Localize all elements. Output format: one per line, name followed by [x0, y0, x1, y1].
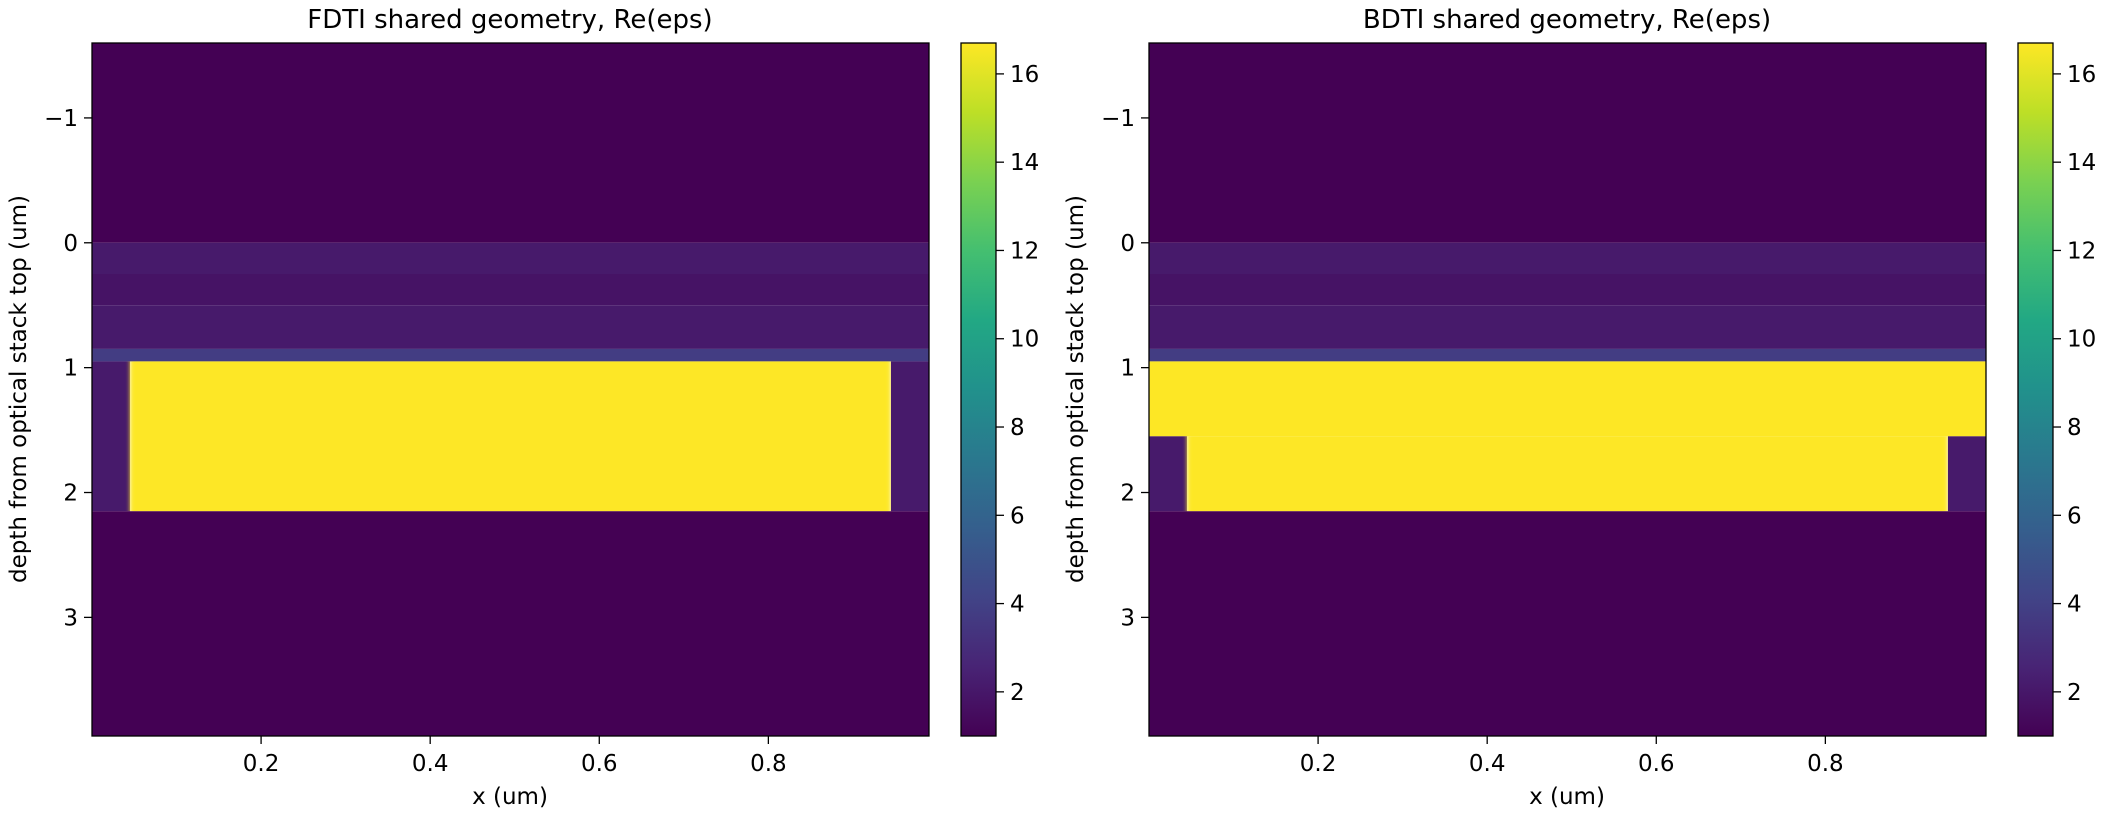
y-axis-label: depth from optical stack top (um): [6, 195, 32, 583]
x-tick-label: 0.2: [243, 751, 280, 777]
colorbar-tick-label: 2: [1010, 680, 1025, 706]
y-axis: −1 0 1 2 3: [44, 106, 92, 631]
region-stack-layer-1: [92, 242, 929, 274]
chart-title: FDTI shared geometry, Re(eps): [307, 5, 712, 35]
y-tick-label: 2: [1120, 481, 1135, 507]
colorbar-tick-label: 12: [2067, 238, 2096, 264]
region-stack-layer-2: [1149, 274, 1986, 306]
region-silicon-lower: [1187, 436, 1948, 512]
chart-fdti: FDTI shared geometry, Re(eps) 0.2 0.4 0.6 0…: [6, 5, 1039, 810]
colorbar-tick-label: 8: [1010, 415, 1025, 441]
colorbar: 2 4 6 8 10 12 14 16: [2017, 42, 2096, 737]
colorbar-tick-label: 4: [2067, 592, 2082, 618]
x-tick-label: 0.6: [581, 751, 618, 777]
colorbar: 2 4 6 8 10 12 14 16: [960, 42, 1039, 737]
region-stack-layer-4: [92, 348, 929, 362]
x-axis: 0.2 0.4 0.6 0.8: [243, 736, 787, 777]
colorbar-tick-label: 2: [2067, 680, 2082, 706]
region-trench-left: [1149, 436, 1188, 512]
x-tick-label: 0.4: [412, 751, 449, 777]
chart-bdti: BDTI shared geometry, Re(eps) 0.2 0.4 0.6 0…: [1063, 5, 2096, 810]
region-stack-layer-4: [1149, 348, 1986, 362]
chart-title: BDTI shared geometry, Re(eps): [1363, 5, 1771, 35]
colorbar-tick-label: 4: [1010, 592, 1025, 618]
region-silicon-upper: [1149, 361, 1986, 437]
colorbar-tick-label: 16: [1010, 62, 1039, 88]
x-axis-label: x (um): [472, 784, 548, 810]
y-tick-label: 0: [63, 231, 78, 257]
x-tick-label: 0.8: [1807, 751, 1844, 777]
x-tick-label: 0.8: [750, 751, 787, 777]
region-stack-layer-3: [92, 305, 929, 349]
colorbar-tick-label: 12: [1010, 238, 1039, 264]
region-stack-layer-1: [1149, 242, 1986, 274]
colorbar-tick-label: 10: [2067, 327, 2096, 353]
y-tick-label: 3: [63, 605, 78, 631]
region-stack-layer-3: [1149, 305, 1986, 349]
x-axis-label: x (um): [1529, 784, 1605, 810]
region-air-top: [1149, 43, 1986, 243]
region-trench-right: [890, 361, 929, 512]
y-tick-label: −1: [1101, 106, 1135, 132]
colorbar-gradient: [2017, 42, 2054, 737]
x-tick-label: 0.6: [1638, 751, 1675, 777]
x-tick-label: 0.4: [1469, 751, 1506, 777]
y-tick-label: −1: [44, 106, 78, 132]
colorbar-gradient: [960, 42, 997, 737]
region-stack-layer-2: [92, 274, 929, 306]
region-air-top: [92, 43, 929, 243]
plot-frame: [1148, 42, 1987, 737]
region-trench-left: [92, 361, 131, 512]
colorbar-tick-label: 10: [1010, 327, 1039, 353]
colorbar-tick-label: 14: [1010, 150, 1039, 176]
x-tick-label: 0.2: [1300, 751, 1337, 777]
region-substrate: [92, 511, 929, 736]
y-tick-label: 2: [63, 481, 78, 507]
colorbar-tick-label: 16: [2067, 62, 2096, 88]
colorbar-tick-label: 6: [2067, 503, 2082, 529]
y-tick-label: 1: [63, 356, 78, 382]
region-substrate: [1149, 511, 1986, 736]
region-silicon: [130, 361, 891, 512]
colorbar-tick-label: 8: [2067, 415, 2082, 441]
y-tick-label: 3: [1120, 605, 1135, 631]
plot-frame: [91, 42, 930, 737]
heatmap: [1149, 43, 1986, 736]
x-axis: 0.2 0.4 0.6 0.8: [1300, 736, 1844, 777]
colorbar-tick-label: 6: [1010, 503, 1025, 529]
heatmap: [92, 43, 929, 736]
region-trench-right: [1947, 436, 1986, 512]
y-axis: −1 0 1 2 3: [1101, 106, 1149, 631]
y-axis-label: depth from optical stack top (um): [1063, 195, 1089, 583]
y-tick-label: 0: [1120, 231, 1135, 257]
y-tick-label: 1: [1120, 356, 1135, 382]
colorbar-tick-label: 14: [2067, 150, 2096, 176]
